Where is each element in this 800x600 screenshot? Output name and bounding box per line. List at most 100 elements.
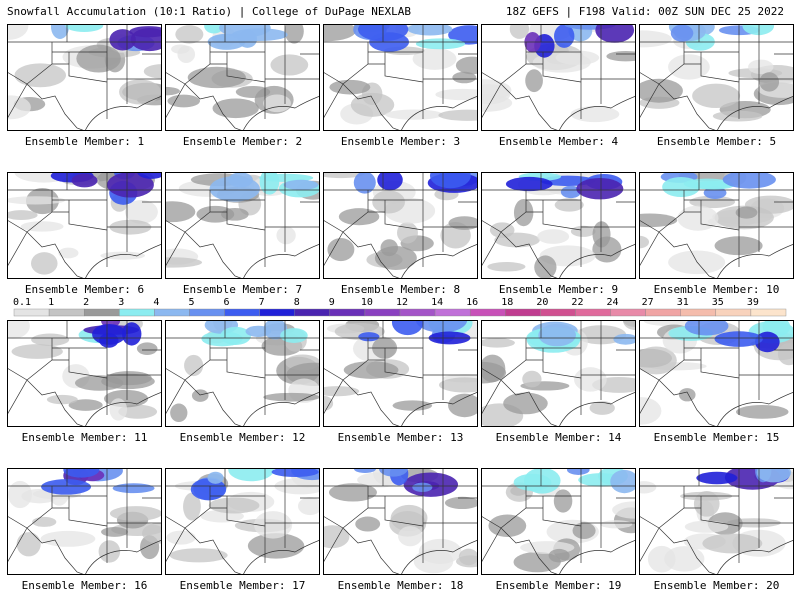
snow-area <box>714 236 763 256</box>
snow-area <box>100 251 146 260</box>
colorbar-label: 10 <box>361 297 373 308</box>
snow-area <box>276 226 296 245</box>
panel-label: Ensemble Member: 9 <box>499 283 618 296</box>
coastline <box>84 95 162 131</box>
map-panel <box>481 172 636 279</box>
map-panel <box>7 24 162 131</box>
snow-area <box>270 54 309 76</box>
colorbar-label: 0.1 <box>13 297 31 308</box>
snow-heavy <box>65 24 104 32</box>
snow-area <box>488 514 527 538</box>
snow-area <box>7 196 66 205</box>
snow-area <box>323 386 360 397</box>
snow-area <box>167 94 201 108</box>
snow-area <box>481 338 515 348</box>
snow-area <box>392 400 433 411</box>
mexico-border <box>7 367 28 416</box>
snow-heavy <box>722 172 776 189</box>
panel-label: Ensemble Member: 12 <box>180 431 306 444</box>
texas-border <box>658 200 740 279</box>
snow-area <box>639 78 683 103</box>
snow-area <box>413 549 454 574</box>
map-frame <box>323 172 478 279</box>
snow-area <box>101 527 128 537</box>
snow-area <box>298 497 320 516</box>
header-run: 18Z GEFS | F198 Valid: 00Z SUN DEC 25 20… <box>506 5 784 18</box>
map-panel <box>165 172 320 279</box>
map-panel <box>7 172 162 279</box>
snow-area <box>570 106 620 123</box>
snow-area <box>525 69 543 93</box>
map-panel <box>639 468 794 575</box>
texas-border <box>500 348 582 427</box>
snow-area <box>98 540 121 563</box>
snow-heavy <box>228 468 274 482</box>
texas-border <box>658 52 740 131</box>
state-borders <box>323 468 478 563</box>
snow-area <box>668 250 726 275</box>
snow-heavy <box>109 29 136 51</box>
snow-area <box>118 404 158 419</box>
snow-heavy <box>271 468 319 478</box>
snow-area <box>323 525 350 549</box>
map-frame <box>323 320 478 427</box>
panel-label: Ensemble Member: 16 <box>22 579 148 592</box>
snow-area <box>16 532 41 557</box>
snow-area <box>323 172 365 179</box>
map-panel <box>165 24 320 131</box>
state-borders <box>639 320 794 415</box>
snow-area <box>639 397 662 425</box>
map-frame <box>481 172 636 279</box>
colorbar-label: 24 <box>607 297 619 308</box>
snow-area <box>142 522 162 544</box>
state-borders <box>7 172 162 267</box>
snow-area <box>439 377 478 393</box>
snow-area <box>136 342 158 355</box>
colorbar-swatch <box>329 308 366 317</box>
snow-area <box>503 392 548 415</box>
snow-area <box>390 504 428 532</box>
snow-heavy <box>756 468 792 483</box>
colorbar-swatch <box>259 308 295 317</box>
panel-label: Ensemble Member: 3 <box>341 135 460 148</box>
snow-area <box>263 94 291 113</box>
colorbar-swatch <box>364 308 401 317</box>
mexico-border <box>481 515 502 564</box>
snow-area <box>600 520 633 529</box>
state-borders <box>165 320 320 415</box>
snow-area <box>712 110 763 122</box>
colorbar-label: 5 <box>188 297 194 308</box>
snow-heavy <box>684 320 729 336</box>
snow-area <box>170 403 188 423</box>
texas-border <box>184 496 266 575</box>
colorbar-label: 35 <box>712 297 724 308</box>
map-panel <box>639 24 794 131</box>
snow-area <box>165 257 203 268</box>
mexico-border <box>639 367 660 416</box>
mexico-border <box>323 71 344 120</box>
colorbar-swatch <box>119 308 155 317</box>
texas-border <box>26 52 108 131</box>
state-borders <box>639 468 794 563</box>
snow-area <box>169 548 228 563</box>
snow-area <box>165 86 180 96</box>
state-borders <box>481 172 636 267</box>
snow-area <box>109 506 162 521</box>
snow-heavy <box>415 38 466 50</box>
snow-area <box>7 95 31 120</box>
snow-area <box>554 198 584 212</box>
state-borders <box>165 172 320 267</box>
colorbar-swatch <box>294 308 331 317</box>
snow-area <box>487 261 526 272</box>
snow-heavy <box>358 332 380 342</box>
snow-area <box>548 548 570 563</box>
snow-heavy <box>220 326 251 345</box>
snow-heavy <box>696 471 738 485</box>
snow-area <box>11 344 63 359</box>
snow-area <box>574 367 607 392</box>
snow-area <box>76 44 121 73</box>
snow-area <box>438 109 478 121</box>
snow-area <box>589 401 615 415</box>
map-frame <box>481 320 636 427</box>
coastline <box>84 391 162 427</box>
